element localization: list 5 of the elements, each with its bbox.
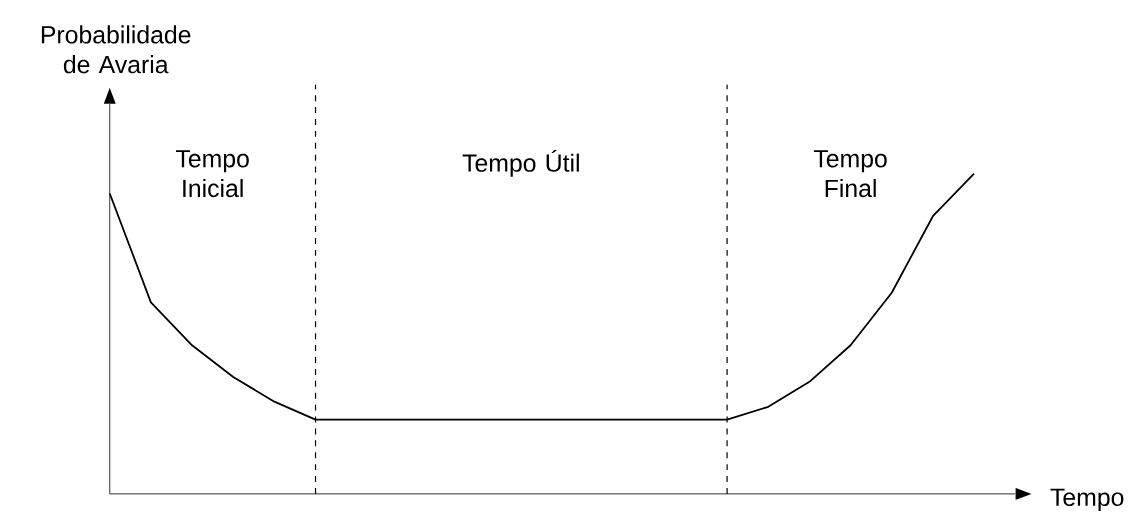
y-axis-title: Probabilidade de Avaria <box>41 25 191 74</box>
annotation: Tempo Útil <box>462 150 579 177</box>
x-axis-title: Tempo <box>1050 488 1124 512</box>
annotation: Tempo Final <box>813 150 887 198</box>
annotation: Tempo Inicial <box>175 150 249 198</box>
